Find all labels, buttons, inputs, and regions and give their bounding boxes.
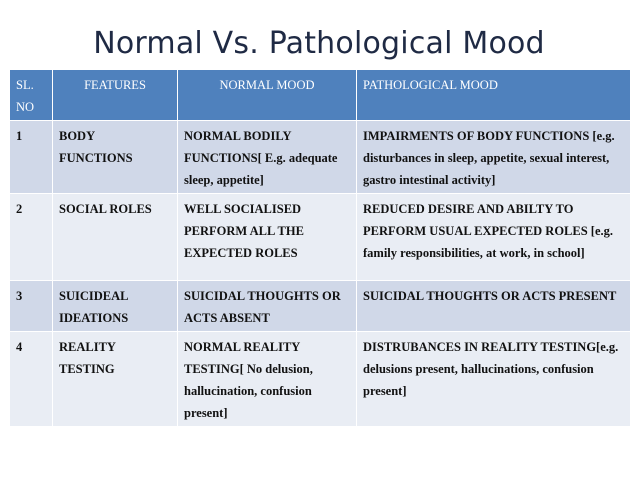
table-row: 3 SUICIDEAL IDEATIONS SUICIDAL THOUGHTS … bbox=[9, 280, 631, 332]
row-sl-no: 4 bbox=[9, 331, 53, 427]
row-normal-mood: NORMAL REALITY TESTING[ No delusion, hal… bbox=[177, 331, 357, 427]
row-normal-mood: WELL SOCIALISED PERFORM ALL THE EXPECTED… bbox=[177, 193, 357, 281]
row-normal-mood: SUICIDAL THOUGHTS OR ACTS ABSENT bbox=[177, 280, 357, 332]
row-pathological-mood: REDUCED DESIRE AND ABILTY TO PERFORM USU… bbox=[356, 193, 631, 281]
header-features: FEATURES bbox=[52, 69, 178, 121]
header-normal-mood: NORMAL MOOD bbox=[177, 69, 357, 121]
row-feature: SOCIAL ROLES bbox=[52, 193, 178, 281]
row-feature: BODY FUNCTIONS bbox=[52, 120, 178, 194]
table-row: 2 SOCIAL ROLES WELL SOCIALISED PERFORM A… bbox=[9, 193, 631, 281]
row-feature: REALITY TESTING bbox=[52, 331, 178, 427]
table-row: 4 REALITY TESTING NORMAL REALITY TESTING… bbox=[9, 331, 631, 427]
row-pathological-mood: IMPAIRMENTS OF BODY FUNCTIONS [e.g. dist… bbox=[356, 120, 631, 194]
mood-comparison-table: SL. NO FEATURES NORMAL MOOD PATHOLOGICAL… bbox=[9, 69, 631, 427]
header-sl-no: SL. NO bbox=[9, 69, 53, 121]
slide-title: Normal Vs. Pathological Mood bbox=[93, 26, 545, 61]
header-pathological-mood: PATHOLOGICAL MOOD bbox=[356, 69, 631, 121]
row-sl-no: 3 bbox=[9, 280, 53, 332]
table-header-row: SL. NO FEATURES NORMAL MOOD PATHOLOGICAL… bbox=[9, 69, 631, 121]
row-feature: SUICIDEAL IDEATIONS bbox=[52, 280, 178, 332]
row-pathological-mood: DISTRUBANCES IN REALITY TESTING[e.g. del… bbox=[356, 331, 631, 427]
row-sl-no: 2 bbox=[9, 193, 53, 281]
table-row: 1 BODY FUNCTIONS NORMAL BODILY FUNCTIONS… bbox=[9, 120, 631, 194]
row-pathological-mood: SUICIDAL THOUGHTS OR ACTS PRESENT bbox=[356, 280, 631, 332]
row-sl-no: 1 bbox=[9, 120, 53, 194]
row-normal-mood: NORMAL BODILY FUNCTIONS[ E.g. adequate s… bbox=[177, 120, 357, 194]
